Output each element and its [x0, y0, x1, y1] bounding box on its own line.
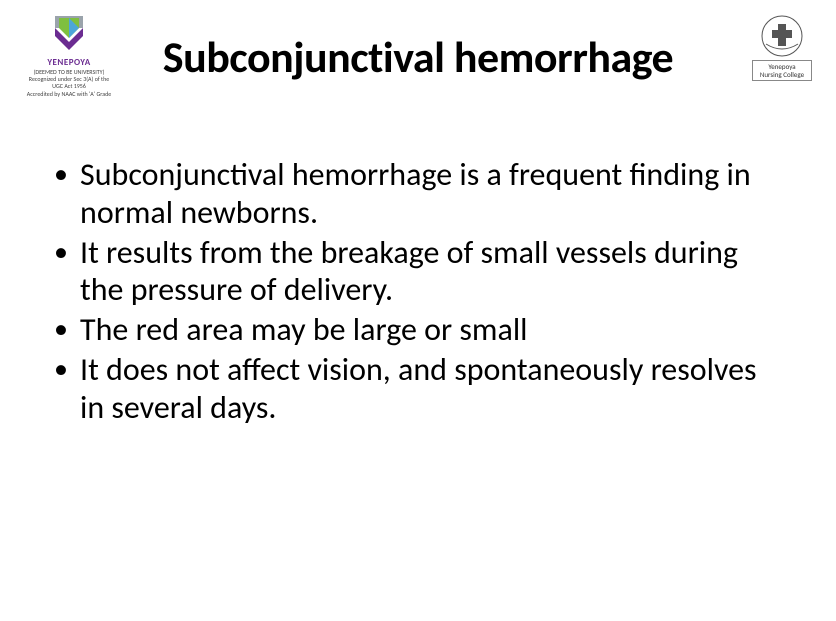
slide-title: Subconjunctival hemorrhage — [86, 30, 750, 84]
yenepoya-mark-icon — [49, 14, 89, 54]
bullet-item: Subconjunctival hemorrhage is a frequent… — [52, 156, 784, 232]
bullet-item: It does not affect vision, and spontaneo… — [52, 351, 784, 427]
slide-body: Subconjunctival hemorrhage is a frequent… — [52, 156, 784, 428]
bullet-item: It results from the breakage of small ve… — [52, 234, 784, 310]
bullet-list: Subconjunctival hemorrhage is a frequent… — [52, 156, 784, 426]
logo-right: Yenepoya Nursing College — [752, 14, 812, 81]
logo-right-line2: Nursing College — [755, 71, 809, 79]
nursing-college-emblem-icon — [760, 14, 804, 58]
logo-left-tag3: Accredited by NAAC with 'A' Grade — [24, 91, 114, 98]
slide: YENEPOYA (DEEMED TO BE UNIVERSITY) Recog… — [0, 0, 836, 621]
logo-right-box: Yenepoya Nursing College — [752, 60, 812, 81]
bullet-item: The red area may be large or small — [52, 311, 784, 349]
